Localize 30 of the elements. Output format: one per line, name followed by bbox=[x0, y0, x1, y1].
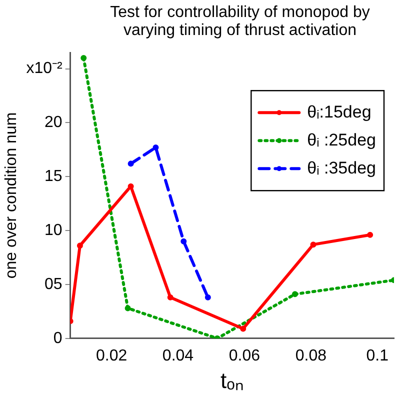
point bbox=[292, 291, 298, 298]
point bbox=[240, 326, 246, 332]
x-axis-title: tₒₙ bbox=[220, 368, 244, 393]
point bbox=[128, 160, 134, 167]
point bbox=[128, 183, 134, 190]
point bbox=[124, 305, 131, 312]
x-tick-label: 0.08 bbox=[295, 347, 327, 364]
y-tick-label: 15 bbox=[44, 168, 62, 186]
y-tick-label: 0 bbox=[53, 330, 62, 347]
y-tick-label: 20 bbox=[44, 114, 62, 132]
point bbox=[310, 242, 316, 248]
legend-label: θᵢ :35deg bbox=[307, 158, 376, 178]
y-axis-title: one over condition num bbox=[3, 112, 20, 279]
y-tick-label: 05 bbox=[44, 276, 62, 293]
x-tick-label: 0.02 bbox=[96, 347, 128, 364]
point bbox=[204, 294, 211, 300]
x-tick-label: 0.1 bbox=[366, 347, 389, 364]
y-tick-label: x10⁻² bbox=[26, 60, 63, 78]
point bbox=[152, 144, 159, 151]
point bbox=[180, 238, 187, 244]
chart-title: Test for controllability of monopod by varying timing of thrust activation bbox=[109, 4, 371, 40]
y-tick-label: 10 bbox=[44, 222, 62, 239]
point bbox=[76, 242, 83, 249]
legend-label: θᵢ :25deg bbox=[307, 130, 376, 150]
point bbox=[167, 294, 174, 300]
x-tick-label: 0.04 bbox=[162, 347, 194, 364]
point bbox=[80, 54, 87, 61]
legend-label: θᵢ:15deg bbox=[307, 102, 372, 122]
x-tick-label: 0.06 bbox=[228, 347, 260, 364]
point bbox=[367, 232, 374, 238]
